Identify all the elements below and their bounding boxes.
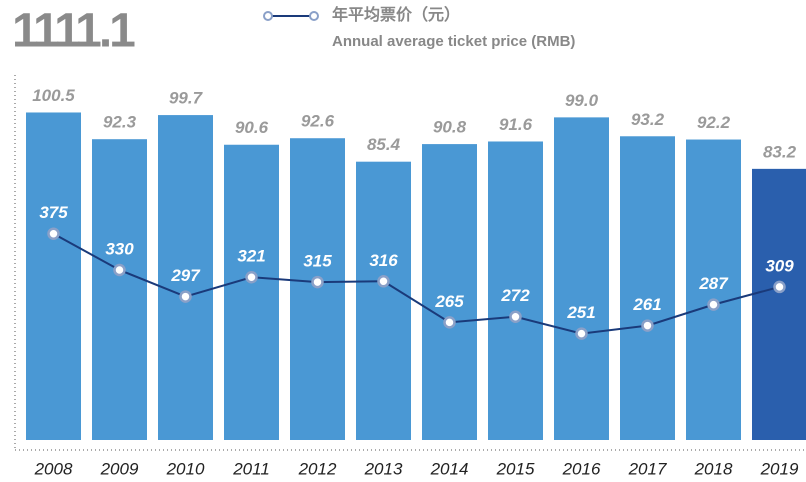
bar-label: 100.5 [32, 86, 75, 105]
line-label: 287 [698, 274, 729, 293]
line-point [113, 263, 126, 277]
bar-label: 85.4 [367, 135, 401, 154]
bar-label: 99.7 [169, 89, 204, 108]
line-point [47, 227, 60, 240]
line-point [641, 319, 654, 332]
line-label: 321 [237, 247, 265, 266]
bar-label: 93.2 [631, 110, 665, 129]
x-tick-label: 2010 [166, 459, 205, 478]
line-point [773, 280, 786, 294]
bar [92, 139, 147, 440]
legend: 年平均票价（元） Annual average ticket price (RM… [263, 5, 575, 50]
line-point [443, 316, 456, 329]
legend-marker [263, 11, 273, 21]
line [53, 232, 780, 335]
chart-title: 1111.1 [12, 5, 135, 58]
line-label: 261 [632, 295, 661, 314]
x-tick-label: 2008 [34, 459, 73, 478]
x-tick-label: 2016 [562, 459, 601, 478]
bar [752, 168, 806, 440]
bar-label: 92.3 [103, 113, 137, 132]
line-label: 330 [105, 239, 134, 258]
x-tick-label: 2013 [364, 459, 403, 478]
bar-label: 91.6 [499, 115, 533, 134]
x-tick-label: 2018 [694, 459, 733, 478]
legend-sublabel: Annual average ticket price (RMB) [332, 33, 575, 50]
bar-label: 90.6 [235, 118, 269, 137]
line-point [707, 298, 720, 311]
bar-label: 99.0 [565, 91, 599, 110]
line-label: 297 [170, 266, 201, 285]
line-label: 315 [303, 252, 332, 271]
line-point [509, 310, 522, 323]
bar-label: 83.2 [763, 142, 797, 161]
line-point [245, 270, 258, 284]
bar [356, 161, 411, 440]
x-tick-label: 2014 [430, 459, 469, 478]
bar [488, 141, 543, 440]
x-tick-label: 2012 [298, 459, 337, 478]
line-label: 309 [765, 256, 794, 275]
bar-label: 92.2 [697, 113, 731, 132]
line-label: 316 [369, 251, 398, 270]
bar [554, 117, 609, 440]
line-label: 265 [434, 292, 464, 311]
bar [620, 136, 675, 440]
bar [686, 139, 741, 440]
line-point [377, 275, 390, 288]
line-point [311, 275, 324, 289]
legend-label: 年平均票价（元） [332, 5, 460, 24]
bar-label: 90.8 [433, 118, 467, 137]
bar [290, 138, 345, 441]
x-tick-label: 2019 [760, 459, 799, 478]
bar [422, 144, 477, 440]
x-tick-label: 2011 [232, 459, 270, 478]
line-label: 272 [500, 286, 530, 305]
line-label: 375 [39, 203, 68, 222]
line-label: 251 [566, 303, 595, 322]
bar [158, 115, 213, 440]
legend-marker [309, 11, 319, 21]
x-tick-label: 2017 [628, 459, 667, 478]
bar [26, 112, 81, 441]
line-point [575, 327, 588, 340]
x-tick-label: 2015 [496, 459, 535, 478]
bar [224, 144, 279, 440]
line-point [179, 290, 192, 303]
bar-label: 92.6 [301, 112, 335, 131]
x-tick-label: 2009 [100, 459, 139, 478]
